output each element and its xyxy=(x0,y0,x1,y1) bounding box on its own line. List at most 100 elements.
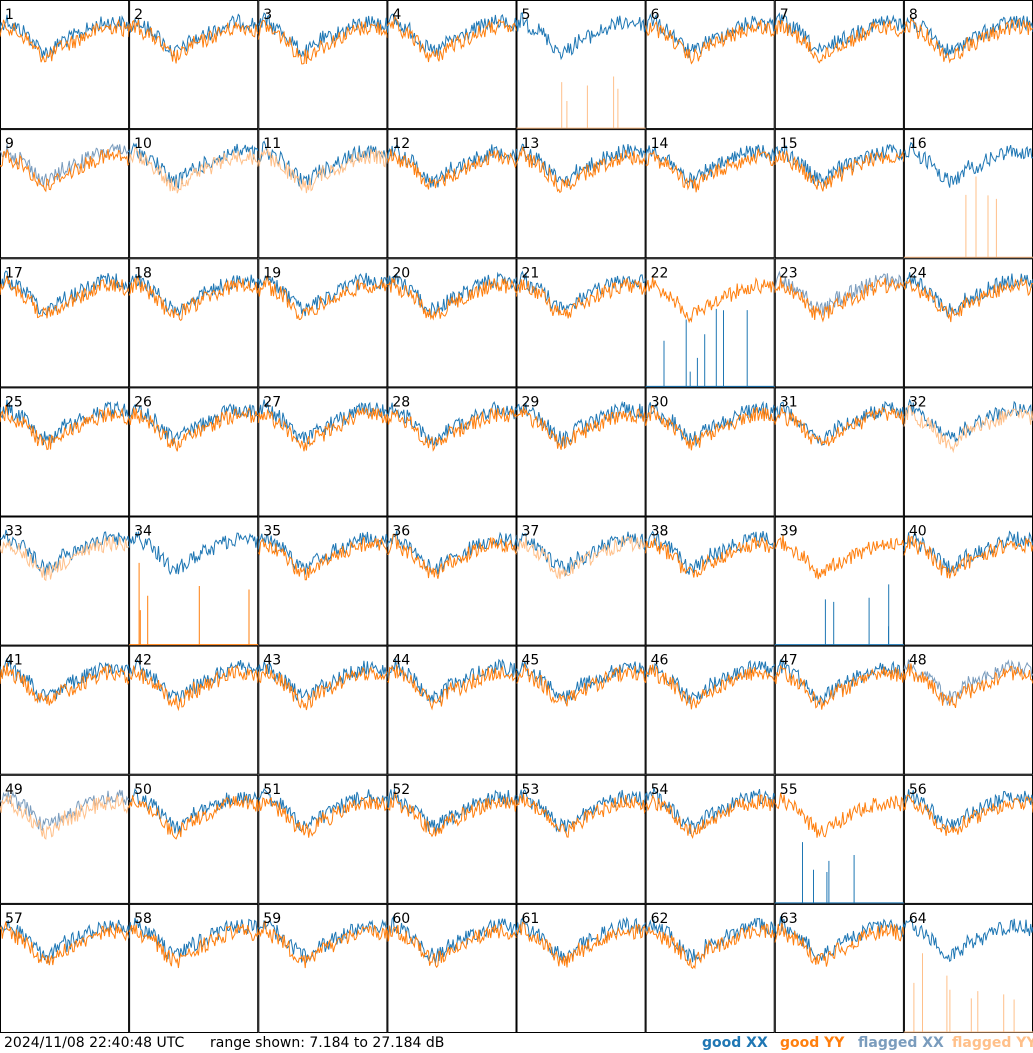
trace-good-xx xyxy=(645,308,775,387)
trace-good-xx xyxy=(257,12,388,59)
panel-number-label: 58 xyxy=(134,911,152,927)
panel-frame xyxy=(516,0,646,130)
panel-48: 48 xyxy=(903,645,1033,775)
panel-number-label: 63 xyxy=(780,911,798,927)
panel-number-label: 2 xyxy=(134,7,143,23)
panel-38: 38 xyxy=(645,516,776,646)
trace-good-yy xyxy=(903,535,1033,579)
panel-number-label: 13 xyxy=(522,136,540,152)
panel-frame xyxy=(516,903,646,1033)
panel-53: 53 xyxy=(516,774,647,904)
panel-number-label: 47 xyxy=(780,653,798,669)
trace-good-xx xyxy=(0,399,130,446)
panel-number-label: 19 xyxy=(263,265,281,281)
panel-frame xyxy=(903,903,1033,1033)
panel-55: 55 xyxy=(774,774,905,904)
panel-63: 63 xyxy=(774,903,905,1033)
trace-flagged-yy xyxy=(903,405,1033,454)
panel-25: 25 xyxy=(0,387,130,517)
panel-9: 9 xyxy=(0,129,130,259)
panel-36: 36 xyxy=(386,516,517,646)
panel-11: 11 xyxy=(257,129,388,259)
panel-frame xyxy=(0,645,130,775)
trace-good-yy xyxy=(774,406,905,447)
panel-number-label: 21 xyxy=(522,265,540,281)
trace-good-yy xyxy=(257,796,388,838)
panel-23: 23 xyxy=(774,258,905,388)
trace-good-xx xyxy=(128,917,259,960)
panel-number-label: 4 xyxy=(392,7,401,23)
panel-37: 37 xyxy=(516,516,647,646)
panel-number-label: 57 xyxy=(5,911,23,927)
panel-number-label: 20 xyxy=(392,265,410,281)
panel-24: 24 xyxy=(903,258,1033,388)
legend-good-xx: good XX xyxy=(702,1035,768,1051)
trace-good-yy xyxy=(516,146,647,194)
trace-good-yy xyxy=(516,407,647,450)
trace-good-yy xyxy=(516,793,647,838)
panel-number-label: 23 xyxy=(780,265,798,281)
panel-frame xyxy=(645,516,775,646)
panel-number-label: 9 xyxy=(5,136,14,152)
trace-good-yy xyxy=(387,277,517,321)
trace-good-yy xyxy=(386,924,517,969)
trace-good-yy xyxy=(257,536,388,581)
panel-number-label: 42 xyxy=(134,653,152,669)
trace-good-xx xyxy=(774,658,905,706)
panel-number-label: 52 xyxy=(392,782,410,798)
panel-frame xyxy=(774,774,904,904)
panel-6: 6 xyxy=(645,0,776,130)
panel-8: 8 xyxy=(903,0,1033,130)
trace-good-xx xyxy=(903,789,1033,831)
panel-number-label: 64 xyxy=(909,911,927,927)
panel-number-label: 44 xyxy=(392,653,410,669)
panel-number-label: 56 xyxy=(909,782,927,798)
panel-number-label: 1 xyxy=(5,7,14,23)
range-label: range shown: 7.184 to 27.184 dB xyxy=(210,1035,445,1051)
panel-frame xyxy=(258,645,388,775)
trace-good-yy xyxy=(0,404,130,451)
trace-good-xx xyxy=(516,789,647,834)
panel-27: 27 xyxy=(257,387,388,517)
panel-frame xyxy=(645,387,775,517)
panel-number-label: 54 xyxy=(651,782,669,798)
panel-number-label: 60 xyxy=(392,911,410,927)
panel-number-label: 50 xyxy=(134,782,152,798)
trace-good-xx xyxy=(903,141,1033,188)
trace-good-xx xyxy=(645,530,776,575)
panel-number-label: 35 xyxy=(263,524,281,540)
trace-good-yy xyxy=(903,794,1033,836)
trace-flagged-yy xyxy=(516,76,646,129)
panel-3: 3 xyxy=(257,0,388,130)
trace-good-yy xyxy=(387,665,517,711)
panel-number-label: 45 xyxy=(522,653,540,669)
trace-good-yy xyxy=(386,407,517,452)
panel-12: 12 xyxy=(386,129,517,259)
panel-62: 62 xyxy=(645,903,776,1033)
panel-frame xyxy=(774,516,904,646)
trace-good-xx xyxy=(257,919,388,963)
panel-frame xyxy=(387,516,517,646)
panel-7: 7 xyxy=(774,0,905,130)
panel-35: 35 xyxy=(257,516,388,646)
trace-good-yy xyxy=(387,533,517,579)
trace-good-xx xyxy=(774,144,905,187)
trace-good-yy xyxy=(386,16,517,63)
panel-20: 20 xyxy=(386,258,517,388)
trace-good-yy xyxy=(645,276,776,324)
panel-30: 30 xyxy=(645,387,776,517)
trace-flagged-yy xyxy=(903,176,1033,258)
trace-good-xx xyxy=(257,660,388,701)
panel-frame xyxy=(129,258,259,388)
trace-good-yy xyxy=(903,16,1033,64)
panel-frame xyxy=(0,129,130,259)
panel-33: 33 xyxy=(0,516,130,646)
panel-45: 45 xyxy=(516,645,647,775)
trace-good-yy xyxy=(257,407,388,452)
trace-good-yy xyxy=(903,663,1033,709)
trace-good-yy xyxy=(387,791,517,838)
trace-good-yy xyxy=(645,405,776,451)
panel-frame xyxy=(516,258,646,388)
timestamp-label: 2024/11/08 22:40:48 UTC xyxy=(4,1035,185,1051)
trace-good-yy xyxy=(128,19,259,64)
